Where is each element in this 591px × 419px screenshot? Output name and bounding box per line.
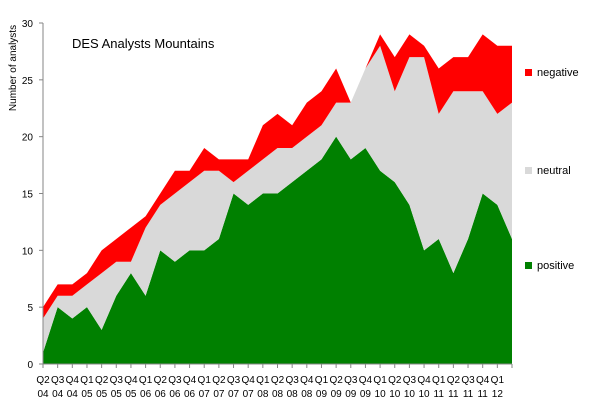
x-tick-label-year: 10 [419, 389, 431, 400]
x-tick-label-quarter: Q1 [315, 375, 329, 386]
x-tick-label-year: 09 [331, 389, 343, 400]
x-tick-label-year: 07 [243, 389, 255, 400]
x-tick-label-year: 10 [389, 389, 401, 400]
stacked-areas [43, 34, 512, 364]
x-tick-label-year: 06 [184, 389, 196, 400]
x-tick-label-year: 10 [404, 389, 416, 400]
x-tick-label-year: 06 [155, 389, 167, 400]
series-area-negative [43, 34, 512, 319]
x-tick-label-quarter: Q4 [300, 375, 314, 386]
x-tick-label-quarter: Q3 [344, 375, 358, 386]
x-tick-label-quarter: Q2 [329, 375, 343, 386]
x-tick-label-quarter: Q3 [285, 375, 299, 386]
x-tick-label-year: 05 [111, 389, 123, 400]
legend-label-neutral: neutral [537, 165, 571, 177]
x-tick-label-quarter: Q4 [242, 375, 256, 386]
x-tick-label-year: 07 [199, 389, 211, 400]
y-tick-labels: 0 5 10 15 20 25 30 [22, 19, 34, 371]
x-tick-label-quarter: Q4 [124, 375, 138, 386]
x-tick-label-year: 08 [287, 389, 299, 400]
x-tick-label-year: 08 [257, 389, 269, 400]
legend-label-negative: negative [537, 67, 579, 79]
x-tick-label-year: 11 [477, 389, 488, 400]
x-tick-label-year: 10 [375, 389, 387, 400]
x-tick-label-year: 08 [301, 389, 313, 400]
x-tick-label-quarter: Q4 [66, 375, 80, 386]
y-tick-label: 25 [22, 76, 34, 87]
x-tick-label-year: 11 [434, 389, 445, 400]
x-tick-label-quarter: Q1 [256, 375, 270, 386]
x-tick-label-quarter: Q2 [447, 375, 461, 386]
y-tick-label: 30 [22, 19, 34, 30]
x-tick-label-year: 04 [67, 389, 79, 400]
x-tick-label-year: 05 [125, 389, 137, 400]
x-tick-label-quarter: Q2 [212, 375, 226, 386]
legend-swatch-negative [525, 69, 532, 76]
x-tick-label-year: 06 [140, 389, 152, 400]
x-tick-label-quarter: Q3 [403, 375, 417, 386]
x-tick-label-quarter: Q3 [110, 375, 124, 386]
x-tick-label-year: 07 [213, 389, 225, 400]
legend-swatch-neutral [525, 167, 532, 174]
y-tick-label: 5 [27, 303, 33, 314]
legend-swatch-positive [525, 262, 532, 269]
x-tick-label-quarter: Q1 [139, 375, 153, 386]
x-tick-label-quarter: Q2 [271, 375, 285, 386]
x-tick-label-year: 07 [228, 389, 240, 400]
y-tick-label: 10 [22, 246, 34, 257]
x-tick-label-quarter: Q4 [359, 375, 373, 386]
x-tick-label-year: 04 [52, 389, 64, 400]
x-tick-label-year: 09 [316, 389, 328, 400]
x-tick-label-year: 06 [169, 389, 181, 400]
x-tick-label-quarter: Q1 [432, 375, 446, 386]
axes [39, 22, 513, 368]
x-tick-label-quarter: Q1 [491, 375, 505, 386]
x-tick-label-year: 09 [345, 389, 357, 400]
x-tick-label-quarter: Q1 [80, 375, 94, 386]
y-tick-label: 0 [27, 360, 33, 371]
x-tick-label-quarter: Q1 [373, 375, 387, 386]
x-tick-label-year: 12 [492, 389, 504, 400]
x-tick-label-year: 11 [463, 389, 474, 400]
x-tick-label-quarter: Q4 [183, 375, 197, 386]
legend-label-positive: positive [537, 260, 574, 272]
x-tick-label-quarter: Q3 [168, 375, 182, 386]
x-tick-label-quarter: Q2 [95, 375, 109, 386]
x-tick-label-year: 05 [81, 389, 93, 400]
y-axis-title: Number of analysts [8, 25, 19, 111]
y-tick-label: 20 [22, 133, 34, 144]
series-area-neutral [43, 45, 512, 353]
x-tick-label-quarter: Q3 [51, 375, 65, 386]
x-tick-labels: Q204Q304Q404Q105Q205Q305Q405Q106Q206Q306… [36, 375, 504, 400]
series-area-positive [43, 136, 512, 364]
x-tick-label-quarter: Q4 [476, 375, 490, 386]
legend: positive neutral negative [525, 67, 579, 272]
x-tick-label-quarter: Q3 [461, 375, 475, 386]
x-tick-label-quarter: Q2 [36, 375, 50, 386]
x-tick-label-quarter: Q1 [198, 375, 212, 386]
x-tick-label-year: 11 [448, 389, 459, 400]
x-tick-label-quarter: Q4 [417, 375, 431, 386]
x-tick-label-year: 05 [96, 389, 108, 400]
chart-title: DES Analysts Mountains [72, 36, 215, 51]
x-tick-label-quarter: Q2 [388, 375, 402, 386]
x-tick-label-year: 04 [37, 389, 49, 400]
y-tick-label: 15 [22, 190, 34, 201]
x-tick-label-quarter: Q3 [227, 375, 241, 386]
x-tick-label-year: 09 [360, 389, 372, 400]
x-tick-label-quarter: Q2 [154, 375, 168, 386]
x-tick-label-year: 08 [272, 389, 284, 400]
